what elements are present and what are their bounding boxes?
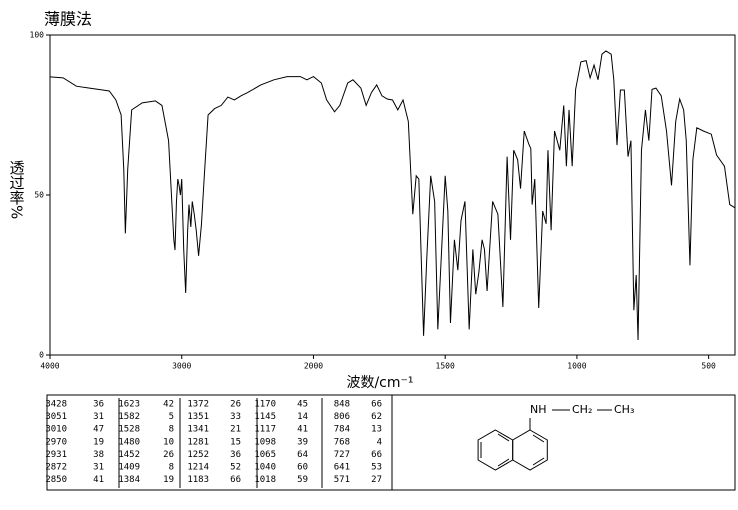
peak-table-cell: 1528 <box>118 425 140 435</box>
peak-table-cell: 27 <box>371 475 382 485</box>
peak-table-cell: 1098 <box>254 437 276 447</box>
peak-table-cell: 66 <box>230 475 241 485</box>
peak-table-cell: 60 <box>297 463 308 473</box>
peak-table-cell: 3010 <box>45 425 67 435</box>
peak-table-cell: 8 <box>169 425 174 435</box>
peak-table-cell: 33 <box>230 412 241 422</box>
peak-table-cell: 1623 <box>118 400 140 410</box>
peak-table-cell: 10 <box>163 437 174 447</box>
peak-table-cell: 3428 <box>45 400 67 410</box>
y-tick-label: 50 <box>34 191 44 200</box>
peak-table-cell: 31 <box>93 412 104 422</box>
structure-label: CH₂ <box>572 403 592 416</box>
table-dividers <box>118 395 393 490</box>
peak-table-cell: 42 <box>163 400 174 410</box>
peak-table-cell: 66 <box>371 400 382 410</box>
peak-table-cell: 1480 <box>118 437 140 447</box>
peak-table-cell: 768 <box>334 437 350 447</box>
peak-table-cell: 19 <box>163 475 174 485</box>
peak-table-cell: 1145 <box>254 412 276 422</box>
peak-table-cell: 641 <box>334 463 350 473</box>
peak-table-cell: 15 <box>230 437 241 447</box>
peak-table-cell: 5 <box>169 412 174 422</box>
peak-table-cell: 26 <box>230 400 241 410</box>
peak-table-cell: 19 <box>93 437 104 447</box>
peak-table-cell: 727 <box>334 450 350 460</box>
peak-table-cell: 1452 <box>118 450 140 460</box>
x-tick-label: 1500 <box>436 362 455 371</box>
peak-table-cell: 1040 <box>254 463 276 473</box>
peak-table-cell: 784 <box>334 425 350 435</box>
peak-table-cell: 2850 <box>45 475 67 485</box>
x-tick-label: 500 <box>701 362 716 371</box>
y-tick-label: 100 <box>30 31 45 40</box>
peak-table-cell: 848 <box>334 400 350 410</box>
y-tick-label: 0 <box>39 351 44 360</box>
peak-table-cell: 3051 <box>45 412 67 422</box>
peak-table-cell: 36 <box>93 400 104 410</box>
peak-table-cell: 62 <box>371 412 382 422</box>
peak-table-cell: 806 <box>334 412 350 422</box>
peak-table-cell: 1582 <box>118 412 140 422</box>
x-tick-label: 3000 <box>172 362 191 371</box>
peak-table-cell: 64 <box>297 450 308 460</box>
peak-table-cell: 53 <box>371 463 382 473</box>
peak-table-cell: 59 <box>297 475 308 485</box>
peak-table-cell: 21 <box>230 425 241 435</box>
peak-table-cell: 2931 <box>45 450 67 460</box>
peak-table-cell: 1170 <box>254 400 276 410</box>
peak-table-cell: 1409 <box>118 463 140 473</box>
peak-table-cell: 14 <box>297 412 308 422</box>
structure-label: NH <box>530 403 547 416</box>
peak-table-cell: 4 <box>377 437 382 447</box>
structure-label: CH₃ <box>614 403 634 416</box>
peak-table-cell: 45 <box>297 400 308 410</box>
peak-table-cell: 571 <box>334 475 350 485</box>
naphthalene <box>477 409 612 471</box>
peak-table-cell: 31 <box>93 463 104 473</box>
peak-table-cell: 47 <box>93 425 104 435</box>
peak-table-cell: 1252 <box>187 450 209 460</box>
peak-table-cell: 1065 <box>254 450 276 460</box>
peak-table-cell: 2872 <box>45 463 67 473</box>
x-axis-label: 波数/cm⁻¹ <box>346 375 413 391</box>
peak-table-cell: 1384 <box>118 475 140 485</box>
x-tick-label: 4000 <box>40 362 59 371</box>
peak-table-cell: 26 <box>163 450 174 460</box>
peak-table-cell: 38 <box>93 450 104 460</box>
chart-title: 薄膜法 <box>44 10 92 29</box>
peak-table-cell: 8 <box>169 463 174 473</box>
peak-table-cell: 1214 <box>187 463 209 473</box>
peak-table-cell: 1351 <box>187 412 209 422</box>
table-frame <box>46 394 736 491</box>
x-tick-label: 1000 <box>567 362 586 371</box>
y-axis-label: 透过率% <box>8 160 26 219</box>
peak-table-cell: 39 <box>297 437 308 447</box>
x-tick-label: 2000 <box>304 362 323 371</box>
peak-table-cell: 1117 <box>254 425 276 435</box>
spectrum-line <box>49 50 736 340</box>
peak-table-cell: 1183 <box>187 475 209 485</box>
peak-table-cell: 13 <box>371 425 382 435</box>
peak-table-cell: 41 <box>93 475 104 485</box>
peak-table-cell: 1281 <box>187 437 209 447</box>
peak-table-cell: 52 <box>230 463 241 473</box>
peak-table-cell: 36 <box>230 450 241 460</box>
peak-table-cell: 41 <box>297 425 308 435</box>
peak-table-cell: 1372 <box>187 400 209 410</box>
peak-table-cell: 2970 <box>45 437 67 447</box>
peak-table-cell: 1018 <box>254 475 276 485</box>
peak-table-cell: 1341 <box>187 425 209 435</box>
peak-table-cell: 66 <box>371 450 382 460</box>
